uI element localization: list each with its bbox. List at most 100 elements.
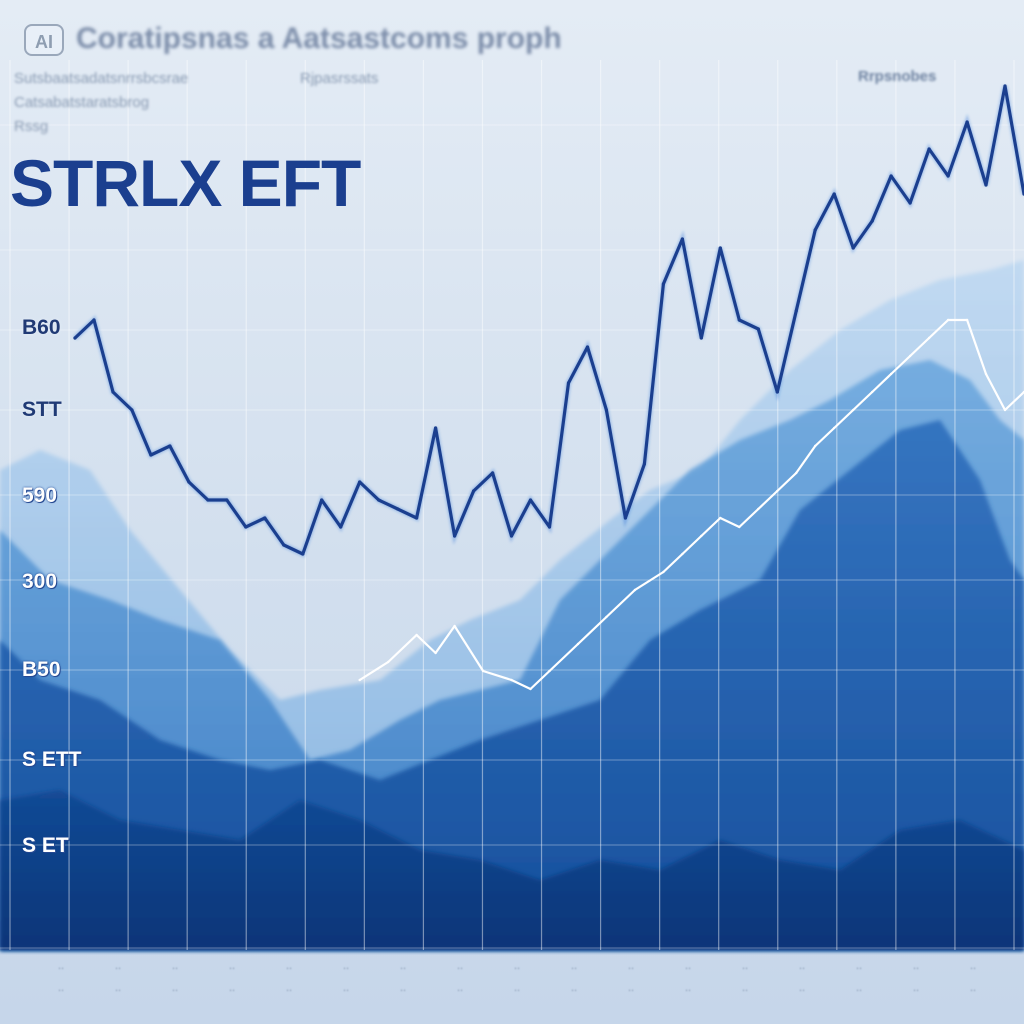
data-point (206, 498, 210, 502)
y-tick-label: B50 (22, 658, 61, 681)
data-point (908, 201, 912, 205)
data-point (965, 120, 969, 124)
data-point (623, 516, 628, 520)
data-point (794, 309, 798, 313)
x-tick-label: .. (684, 982, 692, 994)
data-point (871, 390, 874, 394)
data-point (548, 669, 551, 673)
header-line: Rjpasrssats (300, 70, 379, 87)
data-point (529, 687, 532, 691)
y-tick-label: S ET (22, 834, 69, 857)
data-point (633, 588, 637, 592)
data-point (187, 480, 191, 484)
data-point (700, 534, 703, 538)
data-point (528, 498, 533, 502)
data-point (282, 543, 286, 547)
data-point (415, 516, 419, 520)
data-point (814, 444, 817, 448)
data-point (453, 534, 457, 538)
data-point (1003, 84, 1007, 88)
x-tick-label: .. (627, 982, 635, 994)
data-point (795, 471, 798, 475)
header-line: Rssg (14, 118, 49, 135)
data-point (889, 174, 893, 178)
x-tick-label: .. (285, 960, 293, 972)
x-tick-label: .. (57, 982, 65, 994)
data-point (718, 246, 722, 250)
data-point (681, 552, 684, 556)
data-point (984, 183, 988, 187)
data-point (585, 345, 590, 349)
x-tick-label: .. (228, 982, 236, 994)
data-point (965, 318, 969, 322)
data-point (434, 651, 437, 655)
x-tick-label: .. (741, 982, 749, 994)
header-line: Sutsbaatsadatsnrrsbcsrae (14, 70, 189, 87)
data-point (604, 408, 609, 412)
x-tick-label: .. (855, 960, 863, 972)
y-tick-label: 590 (22, 484, 58, 507)
chart-series-group (73, 84, 1024, 691)
y-tick-label: STT (22, 398, 62, 421)
x-tick-label: .. (912, 960, 920, 972)
data-point (481, 669, 485, 673)
data-point (984, 372, 988, 376)
header-title: Coratipsnas a Aatsastcoms proph (76, 22, 562, 55)
x-tick-label: .. (969, 982, 977, 994)
x-tick-label: .. (114, 960, 122, 972)
data-point (415, 633, 418, 637)
data-point (927, 147, 931, 151)
x-tick-label: .. (171, 982, 179, 994)
data-point (263, 516, 267, 520)
x-tick-label: .. (456, 982, 464, 994)
data-point (92, 318, 96, 322)
x-tick-label: .. (228, 960, 236, 972)
data-point (491, 471, 495, 475)
data-point (851, 246, 855, 250)
data-point (776, 489, 779, 493)
x-tick-label: .. (399, 982, 407, 994)
x-tick-label: .. (741, 960, 749, 972)
data-point (756, 327, 760, 331)
y-tick-label: B60 (22, 316, 61, 339)
data-point (387, 660, 390, 664)
x-tick-label: .. (798, 982, 806, 994)
data-point (908, 354, 912, 358)
x-tick-label: .. (171, 960, 179, 972)
data-point (813, 228, 817, 232)
x-tick-label: .. (285, 982, 293, 994)
area-layer-dark (0, 420, 1024, 950)
x-tick-label: .. (1015, 960, 1024, 972)
data-point (946, 174, 950, 178)
data-point (339, 525, 343, 529)
data-point (472, 489, 476, 493)
chart-grid (0, 60, 1024, 950)
x-tick-label: .. (627, 960, 635, 972)
series-line-trend (358, 318, 1024, 691)
data-point (946, 318, 950, 322)
x-tick-label: .. (912, 982, 920, 994)
data-point (396, 507, 400, 511)
x-tick-label: .. (57, 960, 65, 972)
data-point (320, 498, 324, 502)
x-tick-label: .. (1015, 982, 1024, 994)
data-point (73, 336, 77, 340)
data-point (662, 570, 665, 574)
data-point (738, 525, 741, 529)
data-point (833, 426, 836, 430)
data-point (870, 219, 874, 223)
x-tick-label: .. (855, 982, 863, 994)
data-point (509, 534, 514, 538)
data-point (576, 642, 580, 646)
data-point (566, 381, 571, 385)
chart-title: STRLX EFT (10, 146, 361, 220)
data-point (111, 390, 115, 394)
data-point (737, 318, 741, 322)
data-point (149, 453, 153, 457)
data-point (889, 372, 893, 376)
data-point (168, 444, 172, 448)
y-tick-label: 300 (22, 570, 58, 593)
data-point (927, 336, 931, 340)
